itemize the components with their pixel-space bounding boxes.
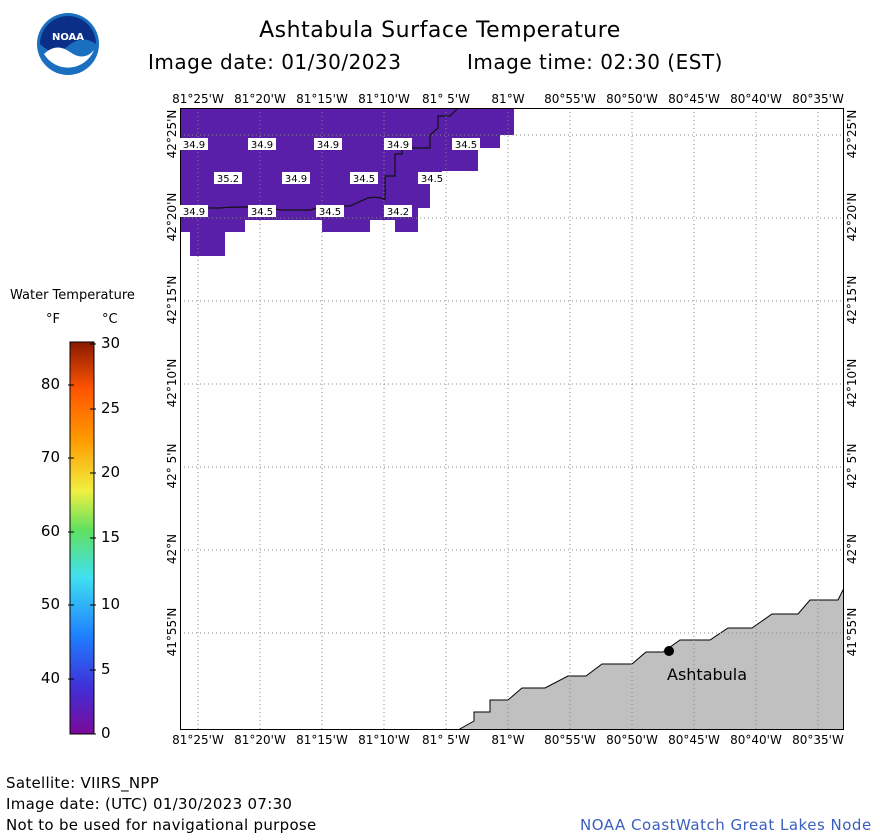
lat-tick-right: 42°20'N [845,192,859,242]
temp-label: 35.2 [217,174,239,185]
image-time: Image time: 02:30 (EST) [467,50,723,74]
satellite-info: Satellite: VIIRS_NPP [6,774,160,792]
lat-tick-right: 42°25'N [845,109,859,159]
lat-tick-right: 41°55'N [845,607,859,657]
lon-tick-top: 80°50'W [606,92,658,106]
ashtabula-marker [664,646,674,656]
temp-label-box [452,138,480,150]
lat-tick-left: 42°N [165,533,179,565]
lat-tick-right: 42°N [845,533,859,565]
temp-label: 34.9 [387,140,409,151]
temp-label: 34.9 [183,207,205,218]
temp-label-box [384,138,412,150]
temp-label: 34.5 [251,207,273,218]
temp-label: 34.5 [421,174,443,185]
lon-tick-bottom: 80°40'W [730,733,782,747]
lon-tick-bottom: 81° 5'W [422,733,470,747]
lat-tick-left: 42°15'N [165,275,179,325]
graticule [180,108,844,730]
temp-label-box [180,205,208,217]
lon-tick-top: 81°25'W [172,92,224,106]
color-bar [68,341,96,735]
celsius-tick: 25 [101,399,121,417]
lon-tick-bottom: 81°20'W [234,733,286,747]
city-label: Ashtabula [667,665,747,684]
celsius-tick: 20 [101,463,121,481]
celsius-tick: 15 [101,528,121,546]
celsius-tick: 30 [101,334,121,352]
temp-label: 34.5 [319,207,341,218]
lon-tick-top: 81° 5'W [422,92,470,106]
temp-label: 34.9 [285,174,307,185]
image-date: Image date: 01/30/2023 [148,50,402,74]
lat-tick-left: 42°25'N [165,109,179,159]
noaa-logo: NOAA [37,13,99,75]
noaa-logo-text: NOAA [52,32,84,43]
temp-label: 34.9 [317,140,339,151]
lat-tick-right: 42° 5'N [845,443,859,489]
temp-label-box [316,205,344,217]
celsius-tick: 5 [101,660,111,678]
utc-date: Image date: (UTC) 01/30/2023 07:30 [6,795,293,813]
credit: NOAA CoastWatch Great Lakes Node [580,816,872,834]
lon-tick-top: 81°W [491,92,525,106]
lon-tick-top: 80°40'W [730,92,782,106]
fahrenheit-tick: 40 [40,669,60,687]
legend-title: Water Temperature [10,288,135,303]
land-area [456,587,844,730]
temp-label: 34.5 [455,140,477,151]
lon-tick-bottom: 80°55'W [544,733,596,747]
temp-label-box [384,205,412,217]
unit-fahrenheit: °F [46,312,60,327]
lon-tick-bottom: 81°10'W [358,733,410,747]
lon-tick-bottom: 81°25'W [172,733,224,747]
map-area: Ashtabula 34.9 34.9 34.9 34.9 34.535.2 34.9 34… [180,108,844,730]
fahrenheit-tick: 50 [40,595,60,613]
temp-label: 34.9 [251,140,273,151]
lat-tick-right: 42°15'N [845,275,859,325]
lon-tick-bottom: 81°W [491,733,525,747]
temp-label-box [314,138,342,150]
lon-tick-top: 80°55'W [544,92,596,106]
lon-tick-top: 81°10'W [358,92,410,106]
lon-tick-bottom: 80°45'W [668,733,720,747]
temp-label-box [350,172,378,184]
temp-label: 34.9 [183,140,205,151]
lon-tick-top: 81°15'W [296,92,348,106]
temp-label-box [214,172,242,184]
temp-label-box [282,172,310,184]
temp-label-box [248,205,276,217]
temp-label: 34.2 [387,207,409,218]
temp-label-box [418,172,446,184]
unit-celsius: °C [102,312,118,327]
fahrenheit-tick: 60 [40,522,60,540]
disclaimer: Not to be used for navigational purpose [6,816,317,834]
temp-label-box [248,138,276,150]
temp-label-box [180,138,208,150]
chart-title: Ashtabula Surface Temperature [259,18,621,43]
lon-tick-top: 80°45'W [668,92,720,106]
lat-tick-left: 41°55'N [165,607,179,657]
fahrenheit-tick: 70 [40,448,60,466]
lon-tick-bottom: 80°35'W [792,733,844,747]
lat-tick-right: 42°10'N [845,358,859,408]
lon-tick-top: 80°35'W [792,92,844,106]
lat-tick-left: 42° 5'N [165,443,179,489]
temp-label: 34.5 [353,174,375,185]
lat-tick-left: 42°10'N [165,358,179,408]
lat-tick-left: 42°20'N [165,192,179,242]
lon-tick-bottom: 80°50'W [606,733,658,747]
celsius-tick: 10 [101,595,121,613]
temperature-labels: 34.9 34.9 34.9 34.9 34.5 35.2 34.9 34.5 34.5 34.9… [180,138,480,218]
fahrenheit-tick: 80 [40,375,60,393]
lon-tick-top: 81°20'W [234,92,286,106]
lon-tick-bottom: 81°15'W [296,733,348,747]
celsius-tick: 0 [101,724,111,742]
